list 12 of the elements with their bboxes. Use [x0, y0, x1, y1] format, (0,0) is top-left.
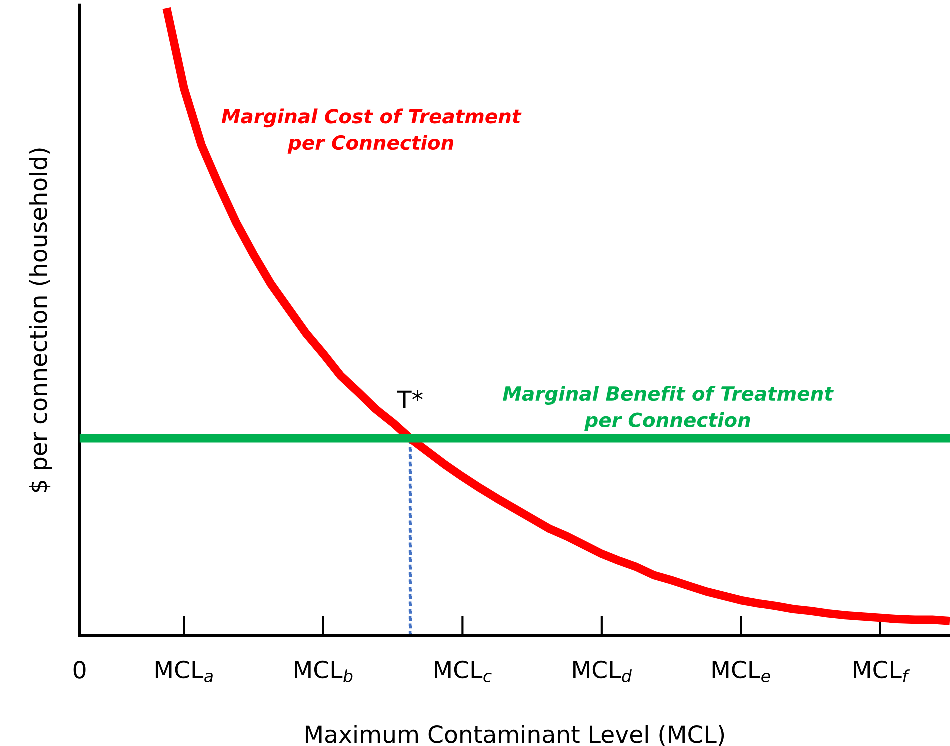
x-tick-label: MCL$_{d}$ [574, 660, 632, 682]
y-axis-title: $ per connection (household) [29, 148, 52, 492]
x-tick-label: MCL$_{a}$ [156, 660, 213, 682]
annotation: T* [397, 390, 423, 408]
x-axis-title: Maximum Contaminant Level (MCL) [306, 725, 724, 746]
x-tick-label: MCL$_{c}$ [435, 660, 492, 682]
x-tick-label: 0 [74, 661, 86, 679]
series-label: Marginal Cost of Treatment per Connection [222, 108, 522, 154]
x-tick-label: MCL$_{b}$ [295, 660, 353, 682]
series-label: Marginal Benefit of Treatment per Connection [503, 386, 834, 432]
x-tick-label: MCL$_{f}$ [854, 660, 910, 682]
x-tick-label: MCL$_{e}$ [712, 660, 770, 682]
